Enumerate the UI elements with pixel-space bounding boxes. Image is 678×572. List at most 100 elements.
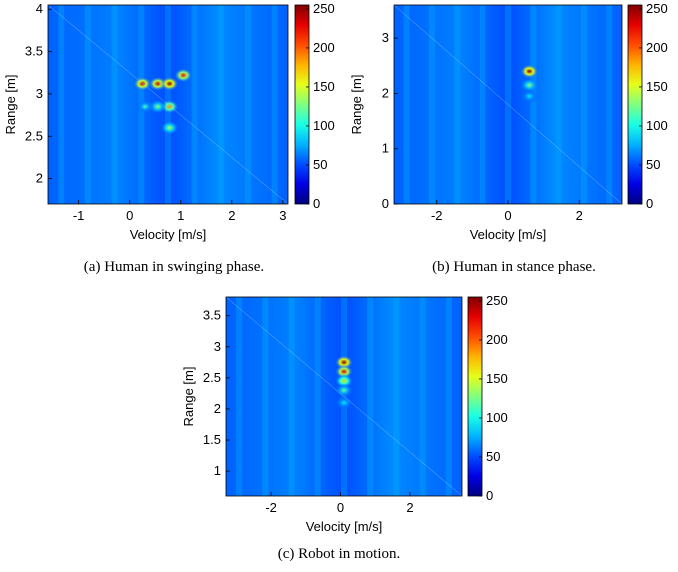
heatmap-streak [191, 5, 198, 204]
heatmap-streak [236, 297, 243, 496]
heatmap-streak [218, 5, 225, 204]
heatmap-streak [555, 5, 562, 204]
heatmap-panel-2: -2 0 2 1 1.5 2 2.5 3 3.5 Velocity [m/s] Range [m] 0… [181, 293, 508, 534]
peak-0-0 [133, 76, 152, 91]
x-tick-label: 1 [177, 208, 184, 223]
y-axis-label: Range [m] [349, 75, 364, 135]
diagonal-line [225, 296, 463, 497]
heatmap-streak [314, 297, 321, 496]
peak-0-5 [148, 99, 167, 114]
x-tick-label: -2 [265, 500, 277, 515]
y-tick-label: 2 [214, 401, 221, 416]
x-tick-label: 3 [279, 208, 286, 223]
heatmap-streak [530, 5, 537, 204]
heatmap-streak [606, 5, 613, 204]
colorbar-tick-label: 250 [646, 1, 668, 16]
colorbar-tick-label: 0 [646, 196, 653, 211]
heatmap-streak [454, 5, 461, 204]
y-tick-label: 2.5 [25, 128, 43, 143]
heatmap-streak [58, 5, 65, 204]
y-tick-label: 2.5 [203, 370, 221, 385]
heatmap-streak [479, 5, 486, 204]
colorbar-tick-label: 100 [646, 118, 668, 133]
peak-1-0 [520, 64, 539, 79]
caption-b: (b) Human in stance phase. [432, 259, 596, 275]
x-axis-label: Velocity [m/s] [130, 227, 207, 242]
heatmap-streak [262, 297, 269, 496]
x-tick-label: 2 [406, 500, 413, 515]
peak-0-6 [160, 120, 179, 135]
y-tick-label: 3.5 [203, 308, 221, 323]
heatmap-streak [367, 297, 374, 496]
y-axis-label: Range [m] [181, 367, 196, 427]
colorbar-tick-label: 100 [313, 118, 335, 133]
diagonal-line [47, 4, 289, 205]
heatmap-streak [403, 5, 410, 204]
y-tick-label: 4 [36, 1, 43, 16]
heatmap-streak [419, 297, 426, 496]
heatmap-panel-1: -2 0 2 0 1 2 3 Velocity [m/s] Range [m] 0 50 100 150… [349, 1, 668, 242]
colorbar-tick-label: 0 [486, 488, 493, 503]
colorbar-tick-label: 50 [313, 157, 327, 172]
colorbar-tick-label: 50 [486, 449, 500, 464]
heatmap-streak [505, 5, 511, 204]
x-tick-label: 2 [228, 208, 235, 223]
y-tick-label: 0 [382, 196, 389, 211]
y-tick-label: 3 [382, 30, 389, 45]
colorbar-tick-label: 200 [646, 40, 668, 55]
heatmap-streak [445, 297, 452, 496]
axes-box [225, 296, 463, 497]
x-tick-label: 0 [337, 500, 344, 515]
y-tick-label: 3.5 [25, 44, 43, 59]
x-axis-label: Velocity [m/s] [470, 227, 547, 242]
caption-a: (a) Human in swinging phase. [83, 259, 265, 275]
x-tick-label: 0 [504, 208, 511, 223]
heatmap-streak [393, 297, 400, 496]
y-tick-label: 1 [214, 463, 221, 478]
peak-1-1 [520, 78, 539, 93]
heatmap-panel-0: -1 0 1 2 3 2 2.5 3 3.5 4 Velocity [m/s] Range [m] 0 5… [3, 1, 335, 242]
x-tick-label: -2 [431, 208, 443, 223]
x-tick-label: 0 [126, 208, 133, 223]
colorbar-tick-label: 150 [313, 79, 335, 94]
y-tick-label: 2 [36, 171, 43, 186]
y-tick-label: 1.5 [203, 432, 221, 447]
y-axis-label: Range [m] [3, 75, 18, 135]
colorbar-tick-label: 0 [313, 196, 320, 211]
x-tick-label: 2 [576, 208, 583, 223]
colorbar-tick-label: 200 [313, 40, 335, 55]
colorbar-tick-label: 200 [486, 332, 508, 347]
heatmap-streak [111, 5, 118, 204]
peak-0-2 [160, 76, 179, 91]
diagonal-line [393, 4, 623, 205]
colorbar-tick-label: 150 [646, 79, 668, 94]
peak-1-2 [520, 89, 539, 104]
colorbar [467, 296, 483, 497]
peak-2-4 [335, 395, 353, 410]
heatmap-streak [245, 5, 251, 204]
colorbar-tick-label: 250 [486, 293, 508, 308]
x-tick-label: -1 [73, 208, 85, 223]
y-tick-label: 1 [382, 141, 389, 156]
colorbar-tick-label: 150 [486, 371, 508, 386]
axes-box [47, 4, 289, 205]
colorbar-tick-label: 50 [646, 157, 660, 172]
heatmap-streak [581, 5, 587, 204]
heatmap-streak [429, 5, 435, 204]
heatmap-background [394, 5, 622, 204]
colorbar-tick-label: 250 [313, 1, 335, 16]
y-tick-label: 3 [214, 339, 221, 354]
colorbar [294, 4, 310, 205]
peak-0-3 [174, 68, 193, 83]
heatmap-streak [85, 5, 91, 204]
heatmap-streak [288, 297, 295, 496]
colorbar [627, 4, 643, 205]
peak-2-3 [335, 383, 353, 398]
peak-0-7 [136, 99, 155, 114]
y-tick-label: 2 [382, 85, 389, 100]
caption-c: (c) Robot in motion. [277, 546, 401, 562]
colorbar-tick-label: 100 [486, 410, 508, 425]
heatmap-streak [271, 5, 278, 204]
x-axis-label: Velocity [m/s] [306, 519, 383, 534]
